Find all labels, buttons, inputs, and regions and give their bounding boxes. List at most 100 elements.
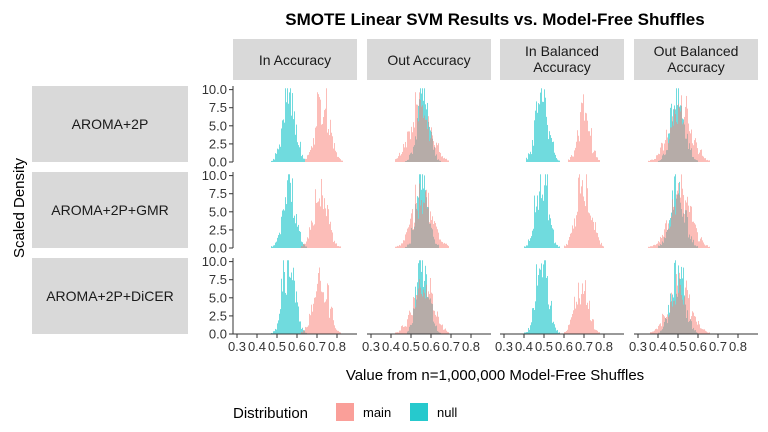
main-bar xyxy=(575,147,576,162)
main-bar xyxy=(685,200,686,248)
main-bar xyxy=(700,328,701,334)
main-bar xyxy=(326,216,327,248)
main-bar xyxy=(670,302,671,334)
main-bar xyxy=(660,323,661,334)
main-bar xyxy=(707,159,708,162)
main-bar xyxy=(692,143,693,162)
main-bar xyxy=(696,142,697,162)
main-bar xyxy=(570,157,571,162)
main-bar xyxy=(403,143,404,162)
main-bar xyxy=(679,272,680,334)
main-bar xyxy=(652,246,653,248)
main-bar xyxy=(441,156,442,162)
x-tick-label: 0.4 xyxy=(515,339,533,354)
null-bar xyxy=(529,154,530,162)
null-bar xyxy=(536,101,537,162)
main-bar xyxy=(659,242,660,248)
main-bar xyxy=(659,324,660,334)
main-bar xyxy=(572,313,573,334)
main-bar xyxy=(332,136,333,162)
null-bar xyxy=(527,159,528,162)
main-bar xyxy=(445,328,446,334)
main-bar xyxy=(411,213,412,248)
null-bar xyxy=(554,324,555,334)
main-bar xyxy=(651,246,652,248)
main-bar xyxy=(665,223,666,248)
main-bar xyxy=(693,145,694,162)
main-bar xyxy=(586,113,587,162)
main-bar xyxy=(335,150,336,162)
main-bar xyxy=(305,158,306,162)
null-bar xyxy=(281,128,282,162)
null-bar xyxy=(675,260,676,334)
y-tick-label: 0.0 xyxy=(209,155,227,170)
main-bar xyxy=(706,331,707,334)
main-bar xyxy=(582,103,583,162)
main-bar xyxy=(333,320,334,334)
main-bar xyxy=(412,209,413,248)
null-bar xyxy=(528,239,529,248)
main-bar xyxy=(406,147,407,162)
main-bar xyxy=(431,292,432,334)
legend-swatch xyxy=(336,403,354,421)
main-bar xyxy=(414,127,415,162)
main-histogram xyxy=(395,92,449,162)
null-bar xyxy=(289,174,290,248)
main-bar xyxy=(445,243,446,248)
main-bar xyxy=(569,236,570,248)
main-bar xyxy=(430,211,431,248)
main-bar xyxy=(564,332,565,334)
main-bar xyxy=(575,226,576,248)
main-bar xyxy=(593,319,594,334)
x-tick-label: 0.8 xyxy=(595,339,613,354)
null-bar xyxy=(675,174,676,248)
main-bar xyxy=(677,190,678,248)
main-bar xyxy=(436,226,437,248)
main-bar xyxy=(325,108,326,162)
main-bar xyxy=(696,228,697,248)
null-bar xyxy=(533,308,534,334)
main-bar xyxy=(571,232,572,248)
main-bar xyxy=(650,246,651,248)
main-bar xyxy=(321,124,322,162)
main-bar xyxy=(590,320,591,334)
main-bar xyxy=(327,204,328,248)
main-bar xyxy=(427,129,428,162)
main-bar xyxy=(579,174,580,248)
main-bar xyxy=(649,160,650,162)
main-bar xyxy=(407,228,408,248)
main-bar xyxy=(597,233,598,248)
main-bar xyxy=(675,304,676,334)
null-bar xyxy=(526,332,527,334)
main-bar xyxy=(657,155,658,162)
main-bar xyxy=(663,314,664,334)
main-bar xyxy=(564,245,565,248)
main-bar xyxy=(695,138,696,162)
main-bar xyxy=(434,221,435,248)
x-tick-label: 0.7 xyxy=(442,339,460,354)
y-tick-label: 7.5 xyxy=(209,272,227,287)
null-bar xyxy=(526,157,527,162)
null-bar xyxy=(293,267,294,334)
null-bar xyxy=(558,160,559,162)
main-bar xyxy=(704,158,705,162)
main-bar xyxy=(434,310,435,334)
main-bar xyxy=(323,117,324,162)
main-bar xyxy=(684,214,685,248)
main-bar xyxy=(408,314,409,334)
main-bar xyxy=(690,319,691,334)
null-histogram xyxy=(271,260,307,334)
main-bar xyxy=(406,232,407,248)
main-bar xyxy=(448,160,449,162)
null-bar xyxy=(299,321,300,334)
main-bar xyxy=(415,92,416,162)
main-bar xyxy=(574,296,575,334)
main-bar xyxy=(413,296,414,334)
main-bar xyxy=(433,141,434,162)
null-bar xyxy=(557,159,558,162)
null-bar xyxy=(553,141,554,162)
main-bar xyxy=(705,158,706,162)
main-bar xyxy=(572,225,573,248)
row-strip-aroma-2p-dicer: AROMA+2P+DiCER xyxy=(32,258,188,334)
